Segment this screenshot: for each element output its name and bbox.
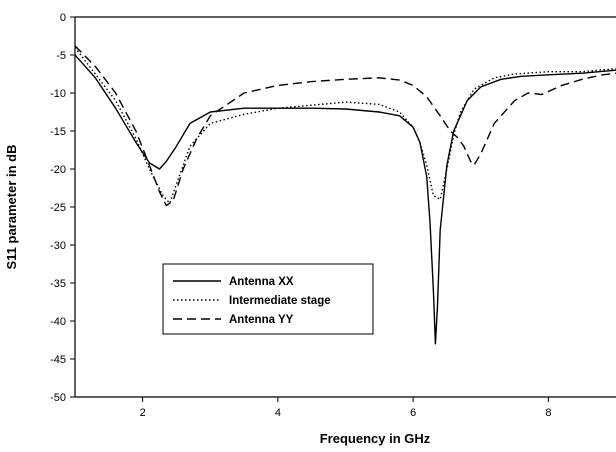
y-tick-label: -25 — [50, 202, 66, 214]
y-tick-label: -30 — [50, 240, 66, 252]
y-tick-label: -35 — [50, 278, 66, 290]
y-tick-label: -50 — [50, 392, 66, 404]
y-tick-label: -45 — [50, 354, 66, 366]
series-line-antenna-xx — [75, 54, 616, 345]
legend-label: Intermediate stage — [229, 295, 331, 307]
x-tick-label: 8 — [545, 407, 551, 419]
legend-box — [162, 263, 374, 335]
series-line-antenna-yy — [75, 45, 616, 207]
y-tick-label: -20 — [50, 164, 66, 176]
ticks-layer: 0 -5 -10 -15 -20 -25 -30 -35 -40 -45 -50 2 4 6 8 — [50, 12, 551, 419]
legend-label: Antenna XX — [229, 276, 294, 288]
y-tick-label: 0 — [60, 12, 66, 24]
x-tick-label: 6 — [410, 407, 416, 419]
legend-label: Antenna YY — [229, 314, 294, 326]
y-tick-label: -15 — [50, 126, 66, 138]
series-line-intermediate-stage — [75, 46, 616, 204]
x-tick-label: 4 — [275, 407, 281, 419]
legend: Antenna XX Intermediate stage Antenna YY — [162, 263, 374, 335]
y-tick-label: -10 — [50, 88, 66, 100]
x-tick-label: 2 — [140, 407, 146, 419]
y-tick-label: -40 — [50, 316, 66, 328]
y-axis-title: S11 parameter in dB — [4, 145, 19, 270]
x-axis-title: Frequency in GHz — [320, 431, 431, 446]
axes-layer — [74, 16, 616, 398]
y-tick-label: -5 — [56, 50, 66, 62]
series-layer — [75, 45, 616, 345]
